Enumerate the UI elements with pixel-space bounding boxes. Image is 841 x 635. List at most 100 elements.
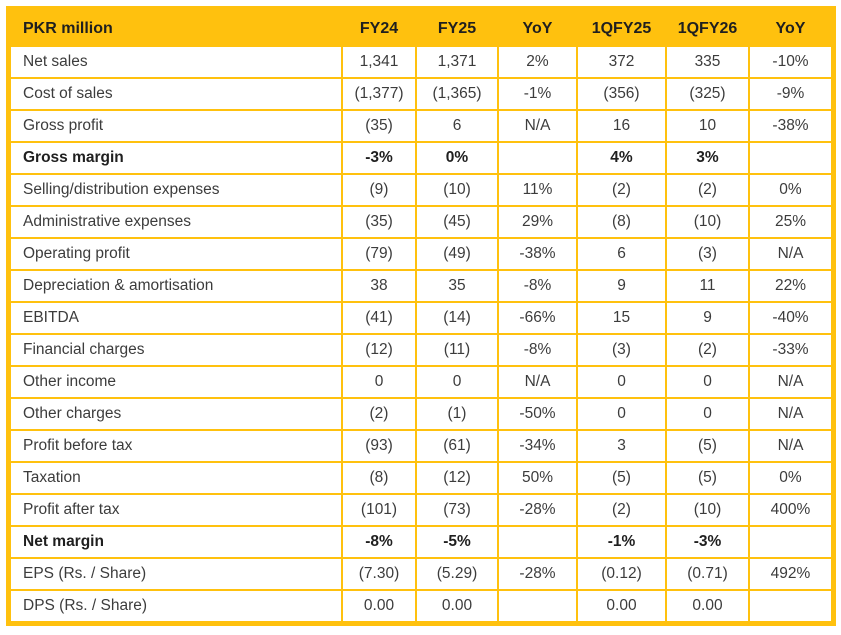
row-label: Selling/distribution expenses xyxy=(11,175,341,205)
value-cell: (49) xyxy=(417,239,497,269)
row-label: Profit after tax xyxy=(11,495,341,525)
value-cell: (35) xyxy=(343,207,415,237)
value-cell: (93) xyxy=(343,431,415,461)
value-cell xyxy=(750,527,831,557)
row-label: Profit before tax xyxy=(11,431,341,461)
value-cell: -8% xyxy=(499,335,576,365)
value-cell: 2% xyxy=(499,47,576,77)
table-row: Operating profit (79) (49) -38% 6 (3) N/A xyxy=(11,239,831,269)
value-cell: 0.00 xyxy=(578,591,665,621)
table-row: Profit before tax (93) (61) -34% 3 (5) N/A xyxy=(11,431,831,461)
value-cell: 0% xyxy=(750,463,831,493)
value-cell: 6 xyxy=(578,239,665,269)
value-cell: (8) xyxy=(578,207,665,237)
table-row: Cost of sales (1,377) (1,365) -1% (356) (325)… xyxy=(11,79,831,109)
value-cell: (5) xyxy=(667,463,748,493)
table-row: Net sales 1,341 1,371 2% 372 335 -10% xyxy=(11,47,831,77)
value-cell: 3 xyxy=(578,431,665,461)
value-cell: (3) xyxy=(667,239,748,269)
row-label: Operating profit xyxy=(11,239,341,269)
value-cell: (9) xyxy=(343,175,415,205)
value-cell: 0.00 xyxy=(667,591,748,621)
value-cell: (2) xyxy=(667,175,748,205)
header-cell-fy25: FY25 xyxy=(417,11,497,45)
table-row: DPS (Rs. / Share) 0.00 0.00 0.00 0.00 xyxy=(11,591,831,621)
value-cell: (73) xyxy=(417,495,497,525)
financials-table: PKR million FY24 FY25 YoY 1QFY25 1QFY26 YoY Ne… xyxy=(6,6,836,626)
table-row: Profit after tax (101) (73) -28% (2) (10) 400% xyxy=(11,495,831,525)
value-cell: -38% xyxy=(499,239,576,269)
value-cell: 9 xyxy=(578,271,665,301)
value-cell: (45) xyxy=(417,207,497,237)
value-cell: (5) xyxy=(578,463,665,493)
table-row: EPS (Rs. / Share) (7.30) (5.29) -28% (0.12)(… xyxy=(11,559,831,589)
value-cell: 29% xyxy=(499,207,576,237)
value-cell: -1% xyxy=(499,79,576,109)
table-body: Net sales 1,341 1,371 2% 372 335 -10% Cost of s… xyxy=(11,47,831,621)
value-cell: (14) xyxy=(417,303,497,333)
table-row: EBITDA (41) (14) -66% 15 9 -40% xyxy=(11,303,831,333)
row-label: Gross margin xyxy=(11,143,341,173)
value-cell: (41) xyxy=(343,303,415,333)
value-cell xyxy=(750,591,831,621)
value-cell: (5.29) xyxy=(417,559,497,589)
value-cell: -38% xyxy=(750,111,831,141)
table-row: Depreciation & amortisation 38 35 -8% 9 11 22% xyxy=(11,271,831,301)
value-cell: (7.30) xyxy=(343,559,415,589)
value-cell: -28% xyxy=(499,559,576,589)
value-cell: N/A xyxy=(499,367,576,397)
value-cell: (35) xyxy=(343,111,415,141)
value-cell: 22% xyxy=(750,271,831,301)
value-cell: -3% xyxy=(343,143,415,173)
value-cell: (61) xyxy=(417,431,497,461)
value-cell: (79) xyxy=(343,239,415,269)
value-cell: -3% xyxy=(667,527,748,557)
value-cell: N/A xyxy=(750,367,831,397)
header-cell-q1fy25: 1QFY25 xyxy=(578,11,665,45)
value-cell: 16 xyxy=(578,111,665,141)
value-cell xyxy=(499,527,576,557)
value-cell: -33% xyxy=(750,335,831,365)
value-cell: N/A xyxy=(750,431,831,461)
value-cell: 11 xyxy=(667,271,748,301)
value-cell: (1,377) xyxy=(343,79,415,109)
row-label: Depreciation & amortisation xyxy=(11,271,341,301)
row-label: Financial charges xyxy=(11,335,341,365)
value-cell: 15 xyxy=(578,303,665,333)
value-cell: 0 xyxy=(578,367,665,397)
value-cell: 4% xyxy=(578,143,665,173)
value-cell: (101) xyxy=(343,495,415,525)
value-cell: -1% xyxy=(578,527,665,557)
value-cell: 25% xyxy=(750,207,831,237)
table-row: Net margin -8% -5% -1% -3% xyxy=(11,527,831,557)
row-label: Taxation xyxy=(11,463,341,493)
value-cell: N/A xyxy=(499,111,576,141)
value-cell: 0 xyxy=(578,399,665,429)
value-cell: (2) xyxy=(578,495,665,525)
value-cell: -28% xyxy=(499,495,576,525)
row-label: EPS (Rs. / Share) xyxy=(11,559,341,589)
value-cell: N/A xyxy=(750,399,831,429)
value-cell: 9 xyxy=(667,303,748,333)
value-cell: (356) xyxy=(578,79,665,109)
value-cell: 11% xyxy=(499,175,576,205)
table-row: Other charges (2) (1) -50% 0 0 N/A xyxy=(11,399,831,429)
value-cell: 0% xyxy=(750,175,831,205)
table-row: Administrative expenses (35) (45) 29% (8) (10… xyxy=(11,207,831,237)
table-row: Taxation (8) (12) 50% (5) (5) 0% xyxy=(11,463,831,493)
header-row: PKR million FY24 FY25 YoY 1QFY25 1QFY26 YoY xyxy=(11,11,831,45)
value-cell: (8) xyxy=(343,463,415,493)
row-label: EBITDA xyxy=(11,303,341,333)
value-cell: 1,341 xyxy=(343,47,415,77)
value-cell: 372 xyxy=(578,47,665,77)
value-cell: 0 xyxy=(667,399,748,429)
value-cell: 38 xyxy=(343,271,415,301)
value-cell: (0.71) xyxy=(667,559,748,589)
value-cell: (2) xyxy=(578,175,665,205)
value-cell: -34% xyxy=(499,431,576,461)
value-cell: 50% xyxy=(499,463,576,493)
value-cell: -40% xyxy=(750,303,831,333)
value-cell: 0.00 xyxy=(343,591,415,621)
row-label: Net sales xyxy=(11,47,341,77)
value-cell: (10) xyxy=(667,207,748,237)
